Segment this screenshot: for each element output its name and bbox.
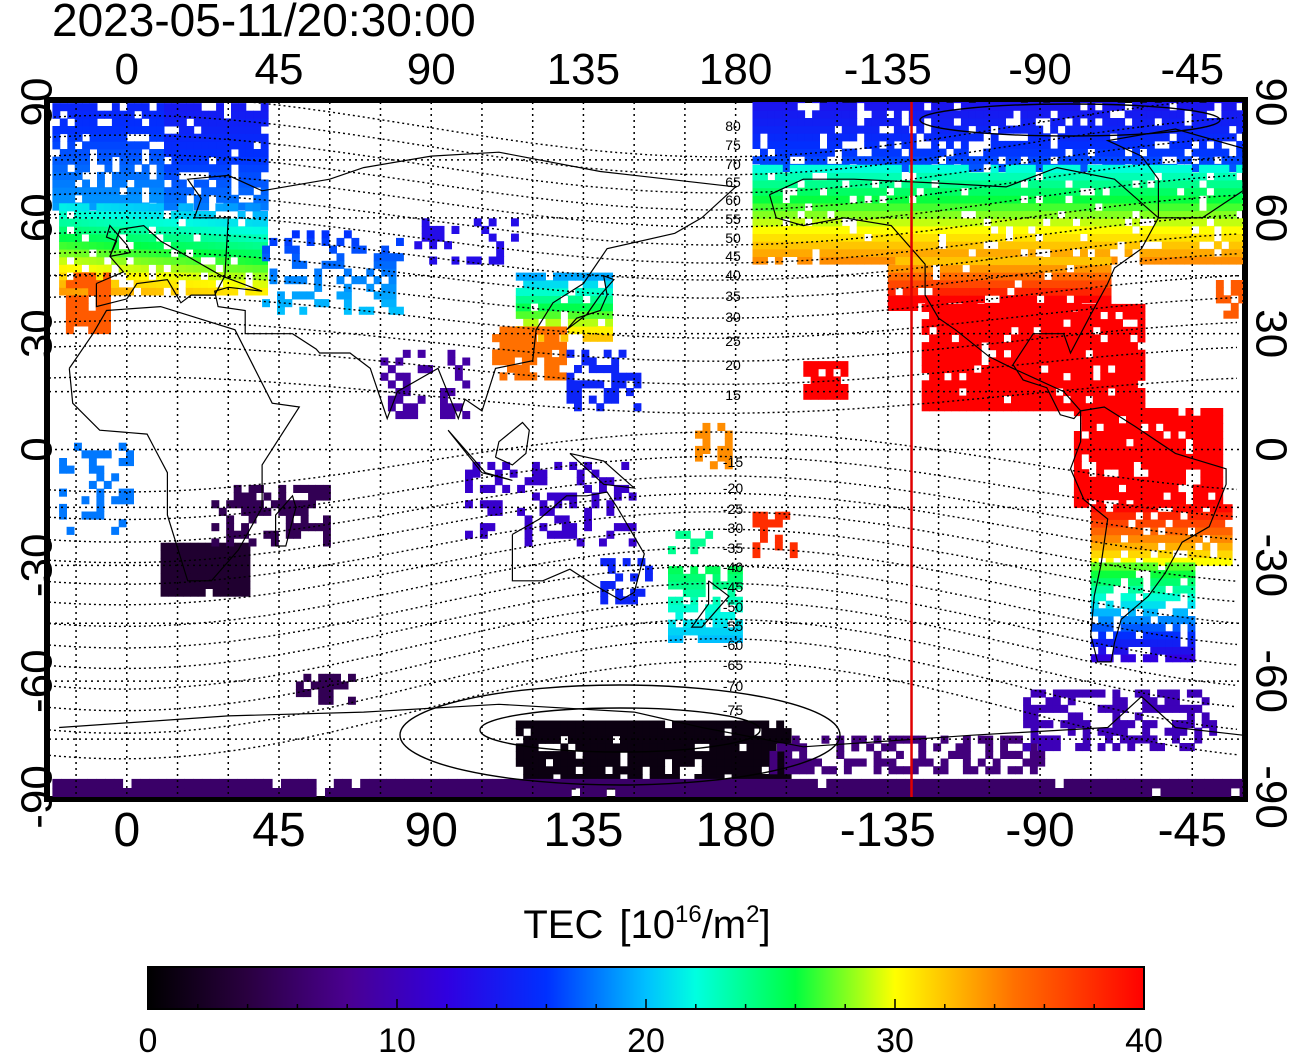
magnetic-lat-label: 70 <box>725 156 741 172</box>
magnetic-lat-label: -50 <box>723 599 743 615</box>
left-lat-label: 90 <box>12 78 61 127</box>
magnetic-lat-label: 35 <box>725 288 741 304</box>
top-lon-label: 135 <box>547 45 620 94</box>
magnetic-lat-label: -45 <box>723 579 743 595</box>
bottom-lon-label: -135 <box>840 804 936 857</box>
left-lat-label: -60 <box>12 649 61 713</box>
top-longitude-labels: 0 45 90 135 180 -135 -90 -45 <box>115 45 1225 94</box>
magnetic-lat-label: 80 <box>725 118 741 134</box>
magnetic-lat-label: 40 <box>725 267 741 283</box>
left-lat-label: -90 <box>12 765 61 829</box>
colorbar-label: 0 <box>139 1022 158 1057</box>
bottom-longitude-labels: 0 45 90 135 180 -135 -90 -45 <box>113 804 1227 857</box>
bottom-lon-label: 90 <box>405 804 458 857</box>
top-lon-label: 180 <box>699 45 772 94</box>
magnetic-lat-label: -70 <box>723 678 743 694</box>
magnetic-lat-label: 75 <box>725 137 741 153</box>
colorbar-label: 40 <box>1125 1022 1163 1057</box>
magnetic-lat-label: 20 <box>725 357 741 373</box>
magnetic-lat-label: 65 <box>725 174 741 190</box>
frame-tick-bars <box>44 97 1248 802</box>
top-lon-label: 0 <box>115 45 139 94</box>
left-latitude-labels: 90 60 30 0 -30 -60 -90 <box>12 78 61 829</box>
bottom-lon-label: -90 <box>1005 804 1074 857</box>
magnetic-lat-label: -25 <box>723 501 743 517</box>
tec-data-layer <box>52 102 1243 797</box>
top-lon-label: -45 <box>1160 45 1224 94</box>
colorbar-ticks <box>147 999 1145 1009</box>
top-lon-label: -90 <box>1008 45 1072 94</box>
magnetic-lat-label: -65 <box>723 657 743 673</box>
bottom-lon-label: -45 <box>1158 804 1227 857</box>
timestamp: 2023-05-11/20:30:00 <box>52 0 476 46</box>
magnetic-lat-label: -15 <box>723 454 743 470</box>
magnetic-lat-label: 45 <box>725 248 741 264</box>
right-lat-label: -90 <box>1247 765 1294 829</box>
colorbar-label: 30 <box>876 1022 914 1057</box>
colorbar-label: 10 <box>378 1022 416 1057</box>
magnetic-lat-label: -60 <box>723 637 743 653</box>
colorbar-labels: 0 10 20 30 40 <box>139 1022 1163 1057</box>
right-lat-label: 60 <box>1247 193 1294 242</box>
left-lat-label: 0 <box>12 437 61 461</box>
right-lat-label: 0 <box>1247 437 1294 461</box>
colorbar-title: TEC [1016/m2] <box>0 902 1294 948</box>
bottom-lon-label: 135 <box>543 804 623 857</box>
bottom-lon-label: 0 <box>113 804 140 857</box>
colorbar-title-unit: [1016/m2] <box>619 901 771 948</box>
colorbar-title-main: TEC <box>523 903 604 947</box>
left-lat-label: 60 <box>12 193 61 242</box>
left-lat-label: 30 <box>12 309 61 358</box>
left-lat-label: -30 <box>12 534 61 598</box>
top-lon-label: 45 <box>255 45 304 94</box>
colorbar-label: 20 <box>627 1022 665 1057</box>
magnetic-lat-label: 60 <box>725 192 741 208</box>
magnetic-latitude-contours: 80 75 70 65 60 55 50 45 40 35 30 25 20 15 -15 -20 -25 -30… <box>49 102 1238 786</box>
magnetic-lat-label: 30 <box>725 309 741 325</box>
magnetic-lat-label: -75 <box>723 702 743 718</box>
right-lat-label: -30 <box>1247 534 1294 598</box>
magnetic-lat-label: -30 <box>723 520 743 536</box>
coastlines <box>59 128 1243 748</box>
magnetic-lat-label: 15 <box>725 387 741 403</box>
bottom-lon-label: 180 <box>696 804 776 857</box>
magnetic-lat-label: 55 <box>725 211 741 227</box>
right-latitude-labels: 90 60 30 0 -30 -60 -90 <box>1247 78 1294 829</box>
magnetic-lat-label: -55 <box>723 618 743 634</box>
magnetic-lat-label: -20 <box>723 480 743 496</box>
right-lat-label: -60 <box>1247 649 1294 713</box>
magnetic-lat-label: 50 <box>725 230 741 246</box>
bottom-lon-label: 45 <box>252 804 305 857</box>
right-lat-label: 30 <box>1247 309 1294 358</box>
top-lon-label: -135 <box>844 45 932 94</box>
top-lon-label: 90 <box>407 45 456 94</box>
magnetic-lat-label: -40 <box>723 559 743 575</box>
right-lat-label: 90 <box>1247 78 1294 127</box>
magnetic-lat-label: 25 <box>725 333 741 349</box>
